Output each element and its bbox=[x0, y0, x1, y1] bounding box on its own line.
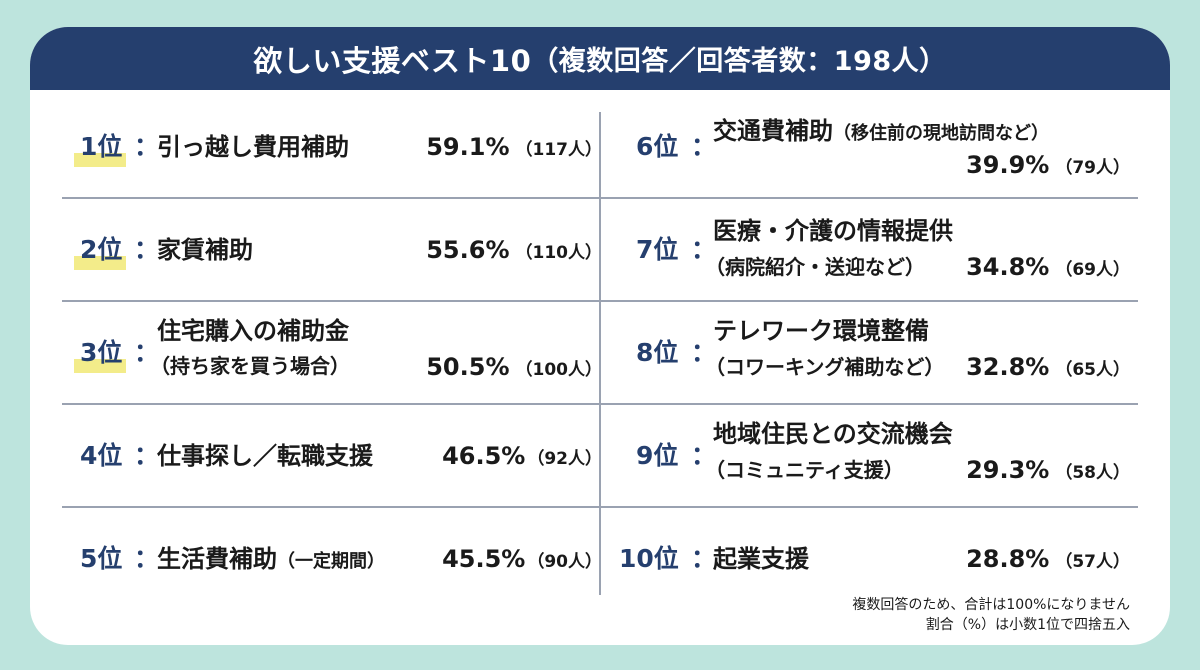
count: （57人） bbox=[1055, 552, 1130, 572]
item-value: 39.9% （79人） bbox=[966, 150, 1130, 183]
count: （58人） bbox=[1055, 463, 1130, 483]
row-divider bbox=[601, 197, 1138, 199]
item-label: 住宅購入の補助金 bbox=[157, 317, 349, 345]
item-sublabel: （病院紹介・送迎など） bbox=[705, 255, 925, 279]
colon: ： bbox=[691, 338, 717, 367]
label-main: 交通費補助 bbox=[713, 117, 833, 145]
colon: ： bbox=[691, 235, 717, 264]
item-sublabel: （持ち家を買う場合） bbox=[150, 354, 350, 378]
colon: ： bbox=[134, 441, 160, 470]
item-value: 32.8% （65人） bbox=[966, 352, 1130, 385]
ranking-item-8: 8位 ： テレワーク環境整備 （コワーキング補助など） 32.8% （65人） bbox=[601, 302, 1138, 405]
colon: ： bbox=[691, 441, 717, 470]
item-label: 仕事探し／転職支援 bbox=[157, 442, 373, 470]
item-value: 55.6% （110人） bbox=[426, 235, 602, 268]
rank-label: 10位 bbox=[619, 544, 679, 573]
ranking-item-7: 7位 ： 医療・介護の情報提供 （病院紹介・送迎など） 34.8% （69人） bbox=[601, 199, 1138, 302]
item-value: 59.1% （117人） bbox=[426, 132, 602, 165]
item-label: 生活費補助（一定期間） bbox=[157, 544, 385, 577]
percent: 50.5% bbox=[426, 353, 510, 381]
percent: 39.9% bbox=[966, 151, 1050, 179]
ranking-item-2: 2位 ： 家賃補助 55.6% （110人） bbox=[62, 199, 602, 302]
item-sublabel: （コワーキング補助など） bbox=[705, 355, 945, 379]
row-divider bbox=[601, 300, 1138, 302]
row-divider bbox=[62, 506, 600, 508]
rank-label: 9位 bbox=[636, 441, 679, 470]
item-value: 34.8% （69人） bbox=[966, 252, 1130, 285]
item-value: 29.3% （58人） bbox=[966, 455, 1130, 488]
item-value: 45.5% （90人） bbox=[442, 544, 602, 577]
item-label: テレワーク環境整備 bbox=[713, 317, 929, 345]
percent: 59.1% bbox=[426, 133, 510, 161]
header-title: 欲しい支援ベスト10 bbox=[253, 43, 532, 78]
ranking-card: 欲しい支援ベスト10 （複数回答／回答者数：198人） 1位 ： 引っ越し費用補… bbox=[30, 27, 1170, 645]
colon: ： bbox=[134, 132, 160, 161]
rank-label: 2位 bbox=[80, 235, 123, 264]
rank-label: 8位 bbox=[636, 338, 679, 367]
colon: ： bbox=[691, 544, 717, 573]
ranking-item-3: 3位 ： 住宅購入の補助金 （持ち家を買う場合） 50.5% （100人） bbox=[62, 302, 602, 405]
row-divider bbox=[62, 403, 600, 405]
header-banner: 欲しい支援ベスト10 （複数回答／回答者数：198人） bbox=[30, 27, 1170, 90]
item-value: 50.5% （100人） bbox=[426, 352, 602, 385]
rank-label: 5位 bbox=[80, 544, 123, 573]
label-note: （移住前の現地訪問など） bbox=[833, 123, 1049, 144]
item-label: 交通費補助（移住前の現地訪問など） bbox=[713, 116, 1049, 149]
ranking-item-9: 9位 ： 地域住民との交流機会 （コミュニティ支援） 29.3% （58人） bbox=[601, 405, 1138, 508]
percent: 34.8% bbox=[966, 253, 1050, 281]
count: （92人） bbox=[527, 449, 602, 469]
percent: 55.6% bbox=[426, 236, 510, 264]
rank-label: 7位 bbox=[636, 235, 679, 264]
item-value: 28.8% （57人） bbox=[966, 544, 1130, 577]
header-subtitle: （複数回答／回答者数：198人） bbox=[531, 46, 947, 77]
footnote: 複数回答のため、合計は100%になりません 割合（%）は小数1位で四捨五入 bbox=[852, 595, 1130, 635]
percent: 28.8% bbox=[966, 545, 1050, 573]
item-label: 引っ越し費用補助 bbox=[157, 133, 349, 161]
rank-label: 4位 bbox=[80, 441, 123, 470]
count: （110人） bbox=[515, 243, 603, 263]
item-label: 起業支援 bbox=[713, 545, 809, 573]
footnote-line-1: 複数回答のため、合計は100%になりません bbox=[852, 597, 1130, 613]
percent: 29.3% bbox=[966, 456, 1050, 484]
percent: 45.5% bbox=[442, 545, 526, 573]
row-divider bbox=[601, 403, 1138, 405]
count: （79人） bbox=[1055, 158, 1130, 178]
count: （90人） bbox=[527, 552, 602, 572]
footnote-line-2: 割合（%）は小数1位で四捨五入 bbox=[925, 617, 1130, 633]
item-sublabel: （コミュニティ支援） bbox=[705, 458, 904, 482]
colon: ： bbox=[691, 132, 717, 161]
percent: 32.8% bbox=[966, 353, 1050, 381]
item-value: 46.5% （92人） bbox=[442, 441, 602, 474]
rank-label: 3位 bbox=[80, 338, 123, 367]
label-main: 生活費補助 bbox=[157, 545, 277, 573]
count: （117人） bbox=[515, 140, 603, 160]
row-divider bbox=[601, 506, 1138, 508]
row-divider bbox=[62, 197, 600, 199]
item-label: 家賃補助 bbox=[157, 236, 253, 264]
column-divider bbox=[599, 112, 601, 595]
item-label: 医療・介護の情報提供 bbox=[713, 217, 953, 245]
row-divider bbox=[62, 300, 600, 302]
ranking-item-6: 6位 ： 交通費補助（移住前の現地訪問など） 39.9% （79人） bbox=[601, 94, 1138, 197]
rank-label: 6位 bbox=[636, 132, 679, 161]
colon: ： bbox=[134, 235, 160, 264]
item-label: 地域住民との交流機会 bbox=[713, 420, 953, 448]
colon: ： bbox=[134, 544, 160, 573]
ranking-item-4: 4位 ： 仕事探し／転職支援 46.5% （92人） bbox=[62, 405, 602, 508]
ranking-item-1: 1位 ： 引っ越し費用補助 59.1% （117人） bbox=[62, 94, 602, 197]
rank-label: 1位 bbox=[80, 132, 123, 161]
colon: ： bbox=[134, 338, 160, 367]
count: （69人） bbox=[1055, 260, 1130, 280]
count: （100人） bbox=[515, 360, 603, 380]
ranking-item-5: 5位 ： 生活費補助（一定期間） 45.5% （90人） bbox=[62, 508, 602, 611]
count: （65人） bbox=[1055, 360, 1130, 380]
percent: 46.5% bbox=[442, 442, 526, 470]
ranking-item-10: 10位 ： 起業支援 28.8% （57人） bbox=[601, 508, 1138, 611]
label-note: （一定期間） bbox=[277, 551, 385, 572]
